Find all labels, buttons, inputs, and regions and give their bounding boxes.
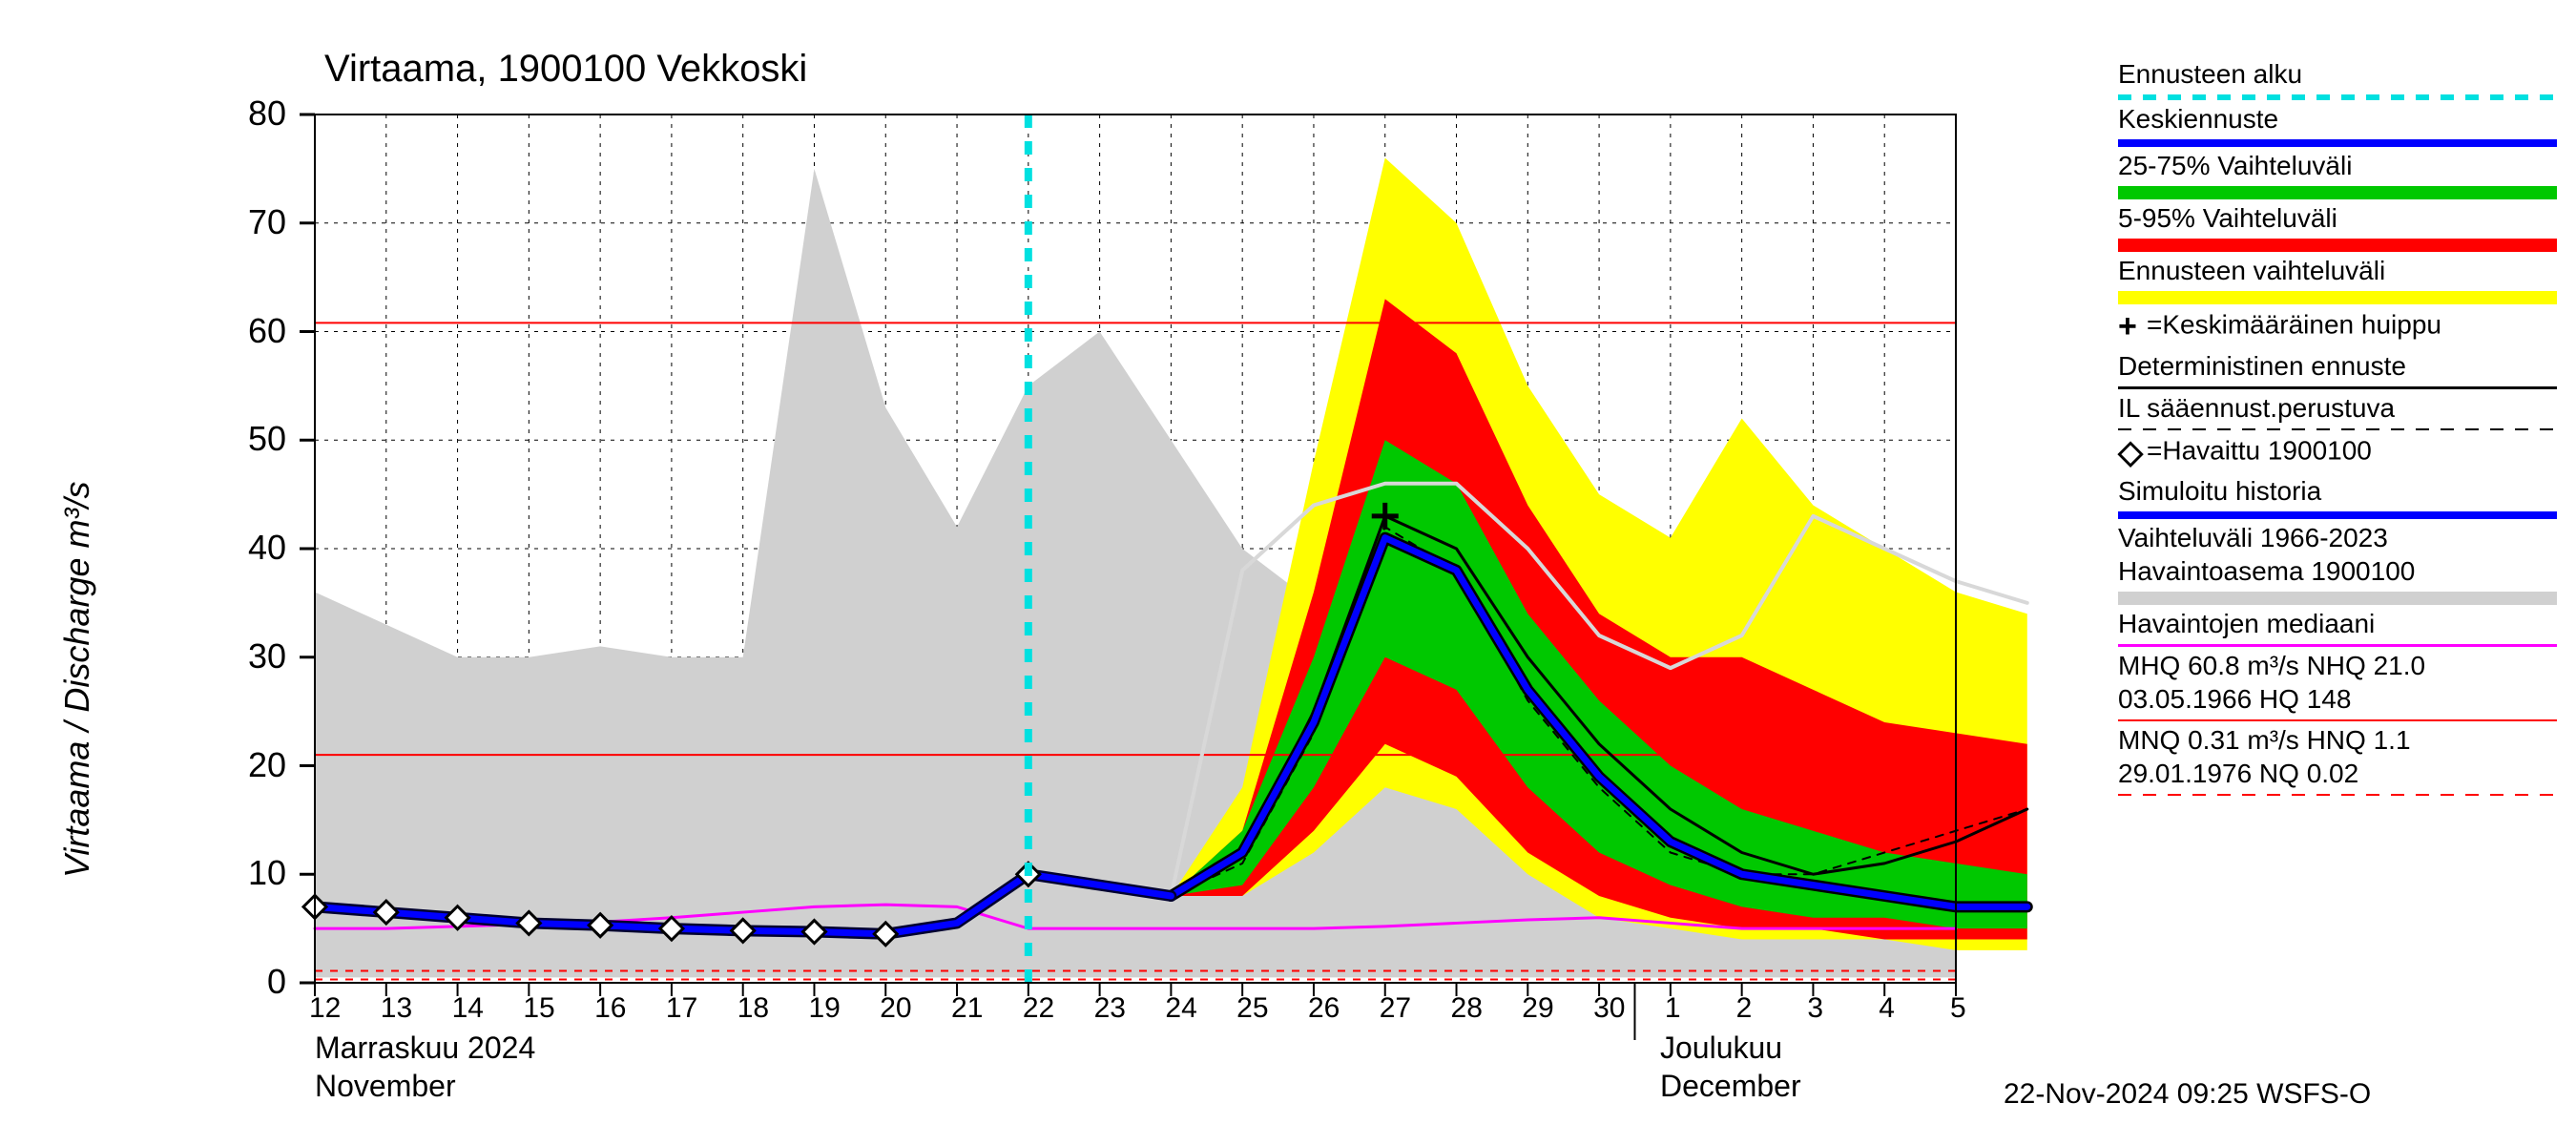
y-tick: 60 — [0, 311, 286, 351]
x-tick: 15 — [523, 992, 554, 1025]
x-tick: 1 — [1665, 992, 1681, 1025]
legend-item: Vaihteluväli 1966-2023 Havaintoasema 190… — [2118, 521, 2557, 605]
x-tick: 21 — [951, 992, 983, 1025]
x-tick: 23 — [1094, 992, 1126, 1025]
x-tick: 16 — [594, 992, 626, 1025]
x-tick: 20 — [880, 992, 911, 1025]
x-tick: 28 — [1451, 992, 1483, 1025]
x-tick: 26 — [1308, 992, 1340, 1025]
x-tick: 4 — [1879, 992, 1895, 1025]
x-tick: 19 — [808, 992, 840, 1025]
y-tick: 80 — [0, 94, 286, 134]
y-tick: 20 — [0, 745, 286, 785]
x-tick: 25 — [1236, 992, 1268, 1025]
legend-item: MNQ 0.31 m³/s HNQ 1.1 29.01.1976 NQ 0.02 — [2118, 723, 2557, 796]
month1-fi: Marraskuu 2024 — [315, 1030, 535, 1066]
legend-item: Keskiennuste — [2118, 102, 2557, 147]
legend-item: Deterministinen ennuste — [2118, 349, 2557, 389]
x-tick: 14 — [452, 992, 484, 1025]
y-tick-labels: 0 10 20 30 40 50 60 70 80 — [0, 0, 305, 1145]
y-tick: 40 — [0, 528, 286, 568]
x-tick: 3 — [1807, 992, 1823, 1025]
chart-container: Virtaama, 1900100 Vekkoski Virtaama / Di… — [0, 0, 2576, 1145]
x-tick: 5 — [1950, 992, 1966, 1025]
x-tick: 24 — [1165, 992, 1196, 1025]
x-tick: 18 — [737, 992, 769, 1025]
y-tick: 0 — [0, 962, 286, 1002]
y-tick: 50 — [0, 419, 286, 459]
legend-item: 25-75% Vaihteluväli — [2118, 149, 2557, 199]
footer-timestamp: 22-Nov-2024 09:25 WSFS-O — [2004, 1078, 2371, 1111]
legend-item: 5-95% Vaihteluväli — [2118, 201, 2557, 252]
x-tick: 17 — [666, 992, 697, 1025]
legend-item: MHQ 60.8 m³/s NHQ 21.0 03.05.1966 HQ 148 — [2118, 649, 2557, 721]
legend-item: Havaintojen mediaani — [2118, 607, 2557, 647]
legend-item: Ennusteen vaihteluväli — [2118, 254, 2557, 304]
x-tick: 30 — [1593, 992, 1625, 1025]
month1-en: November — [315, 1069, 456, 1104]
month2-en: December — [1660, 1069, 1801, 1104]
x-tick: 13 — [381, 992, 412, 1025]
x-tick-labels: 1213141516171819202122232425262728293012… — [0, 992, 2576, 1030]
x-tick: 2 — [1736, 992, 1753, 1025]
x-tick: 12 — [309, 992, 341, 1025]
month2-fi: Joulukuu — [1660, 1030, 1782, 1066]
x-tick: 27 — [1380, 992, 1411, 1025]
y-tick: 10 — [0, 853, 286, 893]
legend-item: Ennusteen alku — [2118, 57, 2557, 100]
chart-title: Virtaama, 1900100 Vekkoski — [324, 48, 807, 91]
x-tick: 22 — [1023, 992, 1054, 1025]
legend-item: Simuloitu historia — [2118, 474, 2557, 519]
legend-item: ◇=Havaittu 1900100 — [2118, 432, 2557, 473]
legend-item: +=Keskimääräinen huippu — [2118, 306, 2557, 347]
legend: Ennusteen alkuKeskiennuste25-75% Vaihtel… — [2118, 57, 2557, 798]
legend-item: IL sääennust.perustuva — [2118, 391, 2557, 430]
y-tick: 70 — [0, 202, 286, 242]
x-tick: 29 — [1522, 992, 1553, 1025]
y-tick: 30 — [0, 636, 286, 677]
